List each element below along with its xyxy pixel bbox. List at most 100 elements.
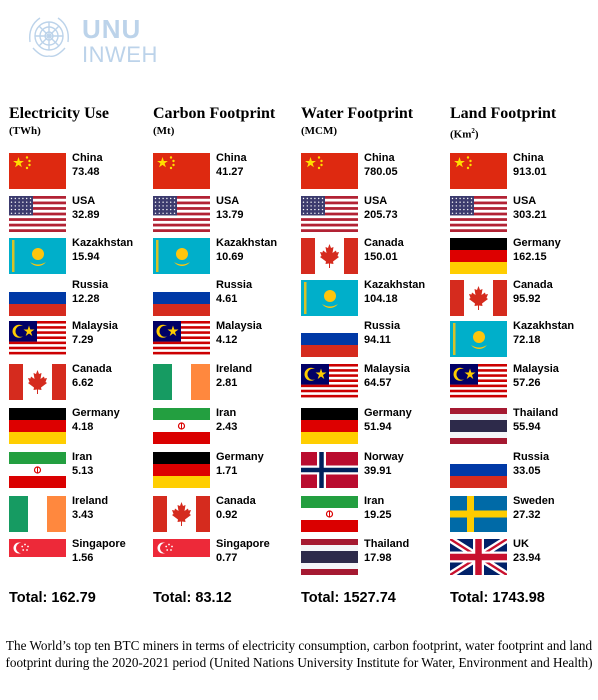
germany-flag-icon	[153, 452, 210, 488]
country-name: Thailand	[513, 407, 559, 419]
country-row: Germany 162.15	[450, 237, 590, 284]
country-row: USA 303.21	[450, 195, 590, 242]
uk-flag-icon	[450, 539, 507, 575]
kazakhstan-flag-icon	[450, 321, 507, 357]
kazakhstan-flag-icon	[301, 280, 358, 316]
canada-flag-icon	[301, 238, 358, 274]
logo-unu-text: UNU	[82, 14, 142, 44]
ireland-flag-icon	[9, 496, 66, 532]
russia-flag-icon	[153, 280, 210, 316]
country-value: 3.43	[72, 509, 94, 521]
country-value: 150.01	[364, 251, 398, 263]
country-name: Kazakhstan	[364, 279, 426, 291]
russia-flag-icon	[9, 280, 66, 316]
country-value: 72.18	[513, 334, 541, 346]
country-value: 64.57	[364, 377, 392, 389]
column-title: Electricity Use	[9, 105, 109, 122]
country-name: Canada	[72, 363, 112, 375]
column-land-footprint: Land Footprint (Km2)	[450, 104, 590, 142]
country-name: Iran	[72, 451, 93, 463]
iran-flag-icon	[301, 496, 358, 532]
singapore-flag-icon	[9, 539, 66, 575]
country-value: 4.12	[216, 334, 238, 346]
canada-flag-icon	[9, 364, 66, 400]
country-name: Malaysia	[72, 320, 118, 332]
country-row: Canada 95.92	[450, 279, 590, 326]
norway-flag-icon	[301, 452, 358, 488]
country-name: Kazakhstan	[513, 320, 575, 332]
country-name: USA	[72, 195, 96, 207]
country-name: Sweden	[513, 495, 555, 507]
column-electricity-use: Electricity Use (TWh)	[9, 104, 149, 138]
country-row: UK 23.94	[450, 538, 590, 585]
canada-flag-icon	[450, 280, 507, 316]
country-name: Iran	[364, 495, 385, 507]
country-row: Kazakhstan 10.69	[153, 237, 293, 284]
column-water-footprint: Water Footprint (MCM)	[301, 104, 441, 138]
malaysia-flag-icon	[9, 321, 66, 357]
country-value: 913.01	[513, 166, 547, 178]
usa-flag-icon	[301, 196, 358, 232]
country-name: Malaysia	[216, 320, 262, 332]
column-title: Land Footprint	[450, 105, 557, 122]
country-row: Russia 4.61	[153, 279, 293, 326]
country-value: 13.79	[216, 209, 244, 221]
country-row: Russia 94.11	[301, 320, 441, 367]
column-unit: (Km2)	[450, 127, 479, 141]
germany-flag-icon	[9, 408, 66, 444]
china-flag-icon	[450, 153, 507, 189]
country-value: 4.61	[216, 293, 238, 305]
country-row: China 41.27	[153, 152, 293, 199]
country-name: UK	[513, 538, 529, 550]
country-row: Ireland 3.43	[9, 495, 149, 542]
column-total: Total: 1527.74	[301, 590, 396, 606]
country-name: Russia	[513, 451, 550, 463]
country-name: Malaysia	[513, 363, 559, 375]
country-row: China 780.05	[301, 152, 441, 199]
country-name: Russia	[216, 279, 253, 291]
country-value: 0.92	[216, 509, 238, 521]
country-row: Norway 39.91	[301, 451, 441, 498]
ireland-flag-icon	[153, 364, 210, 400]
country-name: China	[364, 152, 395, 164]
china-flag-icon	[301, 153, 358, 189]
country-row: Malaysia 7.29	[9, 320, 149, 367]
country-row: Iran 19.25	[301, 495, 441, 542]
canada-flag-icon	[153, 496, 210, 532]
country-value: 1.71	[216, 465, 238, 477]
germany-flag-icon	[450, 238, 507, 274]
column-total: Total: 1743.98	[450, 590, 545, 606]
country-row: Kazakhstan 72.18	[450, 320, 590, 367]
country-value: 7.29	[72, 334, 94, 346]
country-row: China 73.48	[9, 152, 149, 199]
malaysia-flag-icon	[301, 364, 358, 400]
country-name: USA	[216, 195, 240, 207]
country-value: 17.98	[364, 552, 392, 564]
country-row: USA 32.89	[9, 195, 149, 242]
thailand-flag-icon	[450, 408, 507, 444]
country-value: 19.25	[364, 509, 392, 521]
column-unit: (MCM)	[301, 125, 338, 137]
country-row: Malaysia 4.12	[153, 320, 293, 367]
country-value: 33.05	[513, 465, 541, 477]
column-total: Total: 162.79	[9, 590, 96, 606]
country-value: 2.81	[216, 377, 238, 389]
iran-flag-icon	[9, 452, 66, 488]
singapore-flag-icon	[153, 539, 210, 575]
column-unit: (TWh)	[9, 125, 41, 137]
column-total: Total: 83.12	[153, 590, 232, 606]
country-value: 55.94	[513, 421, 541, 433]
country-name: Malaysia	[364, 363, 410, 375]
country-row: USA 13.79	[153, 195, 293, 242]
country-value: 94.11	[364, 334, 391, 346]
country-value: 10.69	[216, 251, 244, 263]
column-title: Water Footprint	[301, 105, 414, 122]
country-name: Germany	[216, 451, 264, 463]
country-name: China	[72, 152, 103, 164]
country-name: Kazakhstan	[72, 237, 134, 249]
country-name: USA	[364, 195, 388, 207]
country-value: 23.94	[513, 552, 541, 564]
country-name: Singapore	[72, 538, 126, 550]
column-carbon-footprint: Carbon Footprint (Mt)	[153, 104, 293, 138]
country-name: Canada	[364, 237, 404, 249]
